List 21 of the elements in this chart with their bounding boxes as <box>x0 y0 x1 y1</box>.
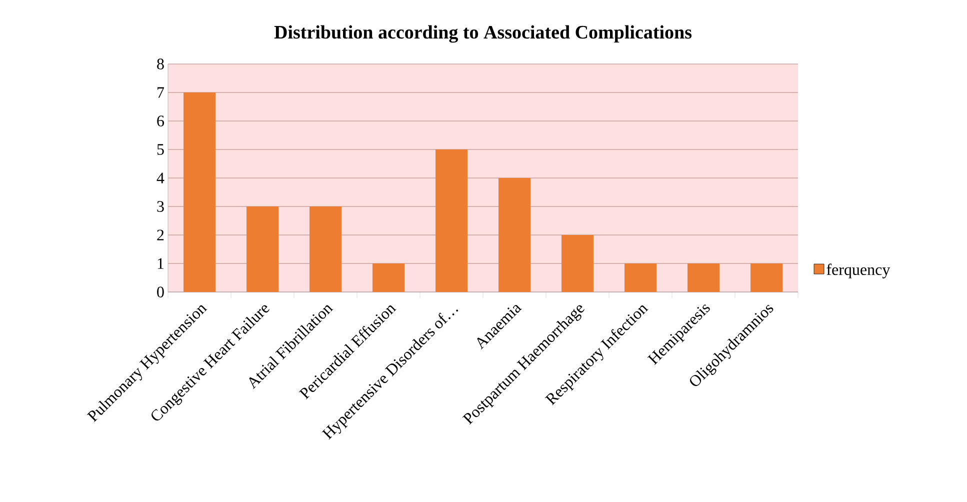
y-tick-label: 8 <box>157 58 164 70</box>
y-tick-label: 1 <box>158 258 164 269</box>
y-tick-label: 7 <box>158 87 164 98</box>
y-tick-label: 0 <box>157 286 164 298</box>
y-tick-label: 2 <box>157 230 164 240</box>
y-tick-label: 5 <box>157 144 164 155</box>
y-tick-label: 4 <box>156 172 164 184</box>
bar <box>436 149 468 292</box>
chart-title: Distribution according to Associated Complications <box>274 25 692 43</box>
bar <box>498 178 531 292</box>
y-tick-label: 6 <box>157 116 164 126</box>
bar <box>246 206 279 292</box>
legend-label: ferquency <box>826 264 890 278</box>
bar <box>750 263 783 292</box>
bar <box>624 263 657 292</box>
bar <box>310 206 342 292</box>
bar <box>184 92 216 292</box>
bar <box>562 234 594 292</box>
bar <box>688 263 720 292</box>
y-tick-label: 3 <box>157 201 164 212</box>
bar <box>372 263 405 292</box>
